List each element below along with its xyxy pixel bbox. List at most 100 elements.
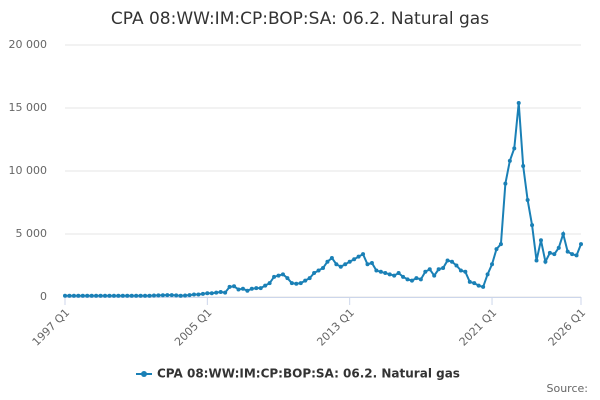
point — [516, 100, 521, 105]
point — [574, 253, 579, 258]
point — [134, 293, 139, 298]
point — [98, 293, 103, 298]
point — [405, 277, 410, 282]
point — [312, 271, 317, 276]
point — [525, 197, 530, 202]
point — [530, 223, 535, 228]
point — [156, 293, 161, 298]
point — [472, 281, 477, 286]
point — [214, 290, 219, 295]
point — [441, 266, 446, 271]
point — [192, 292, 196, 297]
point — [401, 274, 406, 279]
point — [249, 286, 254, 291]
point — [547, 250, 552, 255]
point — [218, 289, 223, 294]
point — [534, 258, 539, 263]
point — [521, 163, 526, 168]
point — [196, 292, 201, 297]
point — [169, 293, 174, 298]
point — [485, 272, 490, 277]
point — [365, 262, 370, 267]
point — [125, 293, 130, 298]
point — [267, 281, 272, 286]
y-tick-label: 10 000 — [9, 164, 48, 177]
point — [427, 267, 432, 272]
point — [498, 242, 503, 247]
point — [272, 274, 277, 279]
point — [538, 238, 543, 243]
point — [76, 293, 81, 298]
point — [294, 281, 299, 286]
point — [361, 252, 366, 257]
point — [205, 291, 210, 296]
point — [111, 293, 116, 298]
point — [236, 287, 241, 292]
point — [129, 293, 134, 298]
point — [561, 232, 566, 236]
point — [356, 254, 361, 259]
point — [174, 293, 179, 298]
point — [316, 268, 321, 273]
point — [289, 281, 294, 286]
legend-marker — [141, 371, 147, 377]
point — [147, 293, 152, 298]
point — [347, 259, 352, 264]
point — [512, 146, 517, 151]
point — [378, 269, 383, 274]
point — [165, 293, 170, 298]
point — [63, 293, 67, 298]
y-tick-label: 5 000 — [16, 227, 48, 240]
source: Source: — [547, 382, 589, 395]
point — [187, 293, 192, 298]
point — [71, 293, 76, 298]
point — [463, 269, 468, 274]
point — [103, 293, 108, 298]
point — [414, 276, 419, 281]
point — [543, 259, 548, 264]
point — [94, 293, 99, 298]
x-tick-label: 2005 Q1 — [172, 306, 215, 349]
point — [556, 245, 561, 250]
point — [334, 262, 339, 267]
point — [263, 283, 268, 288]
point — [303, 278, 308, 283]
point — [321, 266, 325, 271]
point — [160, 293, 165, 298]
point — [178, 293, 183, 298]
point — [570, 252, 575, 257]
point — [143, 293, 148, 298]
chart-title: CPA 08:WW:IM:CP:BOP:SA: 06.2. Natural ga… — [111, 9, 489, 29]
point — [374, 268, 379, 273]
point — [258, 286, 263, 291]
point — [387, 272, 392, 277]
point — [481, 284, 486, 289]
point — [338, 264, 343, 269]
point — [507, 158, 512, 163]
point — [285, 276, 290, 281]
point — [298, 281, 303, 286]
point — [116, 293, 121, 298]
y-tick-label: 15 000 — [9, 101, 48, 114]
point — [89, 293, 94, 298]
point — [490, 262, 495, 267]
point — [151, 293, 156, 298]
point — [200, 291, 205, 296]
point — [454, 263, 459, 268]
legend-label: CPA 08:WW:IM:CP:BOP:SA: 06.2. Natural ga… — [157, 367, 460, 381]
point — [183, 293, 188, 298]
point — [369, 260, 374, 265]
point — [276, 273, 281, 278]
point — [396, 271, 401, 276]
point — [245, 288, 250, 293]
point — [467, 279, 472, 284]
point — [120, 293, 125, 298]
point — [80, 293, 85, 298]
point — [352, 257, 357, 262]
point — [436, 267, 441, 272]
point — [392, 273, 397, 278]
point — [107, 293, 112, 298]
point — [458, 268, 463, 273]
point — [329, 255, 334, 260]
